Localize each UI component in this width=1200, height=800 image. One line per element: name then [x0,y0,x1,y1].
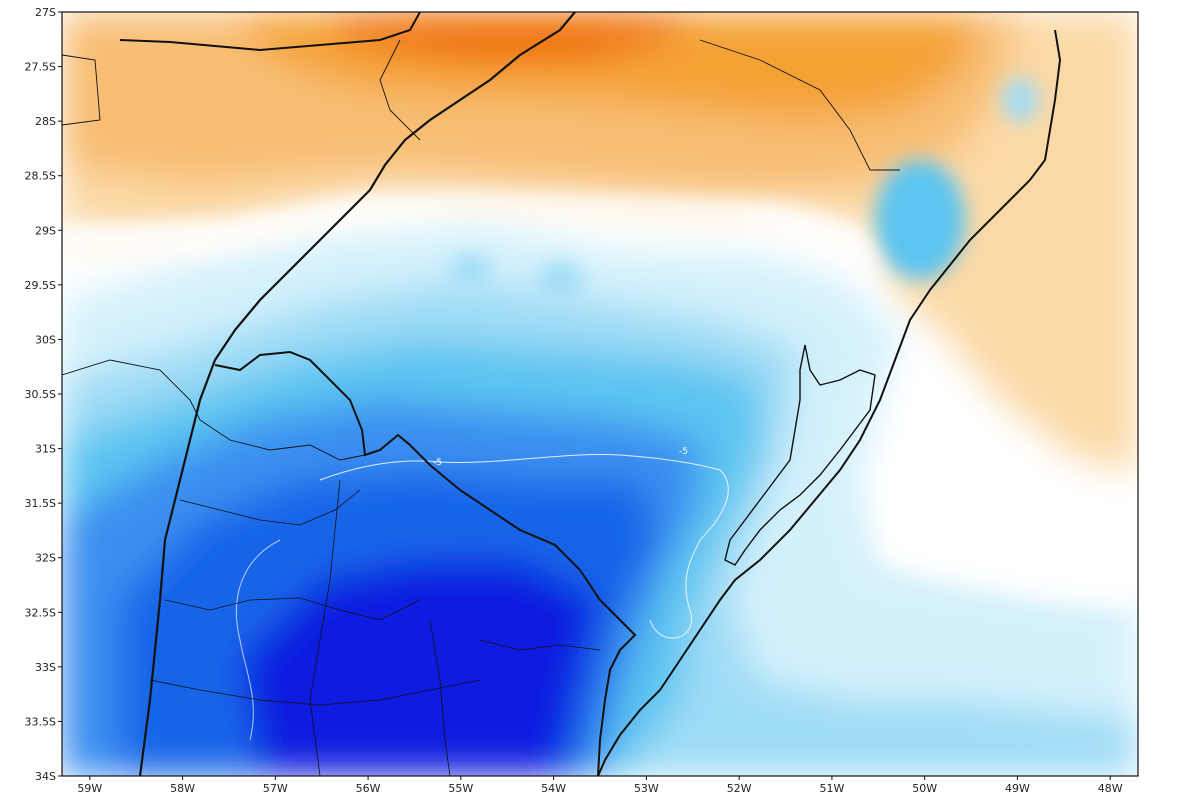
lat-tick-label: 30.5S [25,388,56,401]
border-uruguay-dept-3 [309,479,341,776]
lon-tick-label: 48W [1098,782,1123,795]
lat-tick-label: 27S [35,6,56,19]
anomaly-field [62,12,1138,776]
lon-tick-label: 54W [541,782,566,795]
border-argentina-provinces [62,359,366,461]
contour-labels: -5 -5 [433,447,688,468]
lon-tick-label: 50W [912,782,937,795]
lat-tick-label: 31.5S [25,497,56,510]
lat-tick-label: 33.5S [25,715,56,728]
lon-tick-label: 55W [448,782,473,795]
border-brazil-uruguay [214,350,637,776]
lat-tick-label: 34S [35,770,56,783]
cool-patch-northeast [450,78,1038,298]
contour-minus-five-west [235,539,281,741]
lon-tick-label: 51W [819,782,844,795]
longitude-axis: 59W 58W 57W 56W 55W 54W 53W 52W 51W 50W 49W 48W [77,776,1123,795]
lon-tick-label: 57W [263,782,288,795]
border-uruguay-dept-6 [479,639,601,651]
lat-tick-label: 30S [35,333,56,346]
lat-tick-label: 29.5S [25,279,56,292]
contour-minus-five [319,454,729,639]
lat-tick-label: 33S [35,661,56,674]
lat-tick-label: 32S [35,552,56,565]
lon-tick-label: 53W [634,782,659,795]
warm-anomaly-region [62,12,1138,470]
lat-tick-label: 32.5S [25,606,56,619]
neutral-band [62,195,1138,610]
lat-tick-label: 27.5S [25,61,56,74]
lon-tick-label: 49W [1005,782,1030,795]
border-uruguay-river [138,12,576,776]
lon-tick-label: 56W [356,782,381,795]
contour-label: -5 [433,458,442,468]
lon-tick-label: 52W [727,782,752,795]
border-santa-catarina-parana [119,12,421,52]
political-borders [62,12,1062,776]
latitude-axis: 27S 27.5S 28S 28.5S 29S 29.5S 30S 30.5S 31S 31.5S… [25,6,62,783]
lat-tick-label: 28.5S [25,170,56,183]
lon-tick-label: 58W [170,782,195,795]
atlantic-coastline [597,29,1062,776]
contour-label: -5 [679,447,688,457]
border-uruguay-dept-4 [429,619,451,776]
lon-tick-label: 59W [77,782,102,795]
border-internal-1 [379,39,421,141]
border-misiones [62,54,101,126]
cool-anomaly-region [62,225,1138,776]
lat-tick-label: 28S [35,115,56,128]
border-uruguay-dept-1 [179,489,361,526]
border-uruguay-dept-2 [164,597,421,621]
border-uruguay-dept-5 [149,679,481,706]
lat-tick-label: 29S [35,224,56,237]
lat-tick-label: 31S [35,443,56,456]
border-santa-catarina-rs [699,39,900,171]
lagoa-dos-patos [724,344,876,566]
